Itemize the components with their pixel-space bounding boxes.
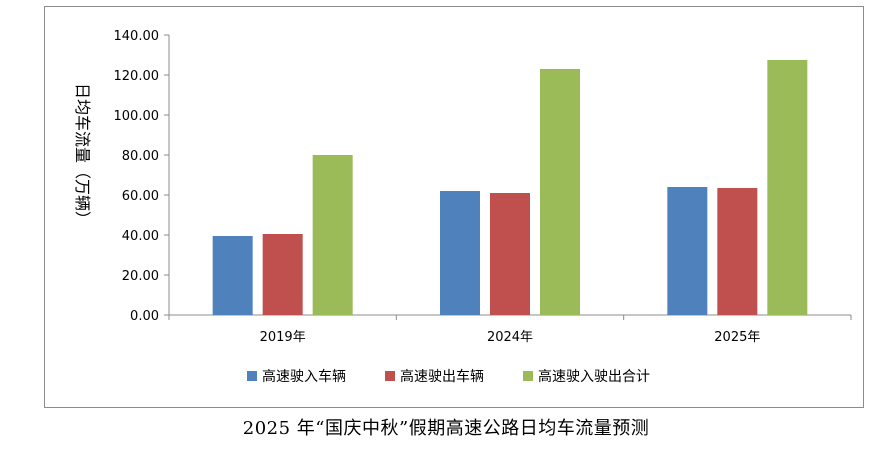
x-tick-label: 2019年 <box>260 330 306 345</box>
y-tick-label: 140.00 <box>114 29 160 44</box>
legend-label: 高速驶入驶出合计 <box>538 368 650 385</box>
y-tick-label: 120.00 <box>114 69 160 84</box>
y-tick-label: 40.00 <box>122 229 159 244</box>
bar-3-2 <box>540 69 580 315</box>
y-tick-label: 100.00 <box>114 109 160 124</box>
figure-caption: 2025 年“国庆中秋”假期高速公路日均车流量预测 <box>242 418 650 439</box>
y-tick-label: 80.00 <box>122 149 159 164</box>
legend-swatch <box>247 371 257 381</box>
y-axis-label: 日均车流量（万辆） <box>73 83 92 227</box>
chart-frame: 0.00 20.00 40.00 60.00 80.00 100.00 120.00 140.… <box>44 6 864 408</box>
bar-1-3 <box>667 187 708 315</box>
bar-2-3 <box>717 188 758 315</box>
x-tick-label: 2025年 <box>714 330 760 345</box>
bar-3-1 <box>312 155 353 315</box>
x-tick-label: 2024年 <box>487 330 533 345</box>
legend-swatch <box>385 371 395 381</box>
legend-label: 高速驶出车辆 <box>400 368 484 385</box>
bar-2-1 <box>262 234 303 315</box>
legend-swatch <box>523 371 533 381</box>
legend-label: 高速驶入车辆 <box>262 368 346 385</box>
y-tick-label: 20.00 <box>122 269 159 284</box>
y-tick-label: 0.00 <box>130 309 159 324</box>
bar-3-3 <box>767 60 808 315</box>
bar-1-1 <box>212 236 253 315</box>
bar-chart: 0.00 20.00 40.00 60.00 80.00 100.00 120.00 140.… <box>73 29 852 385</box>
y-tick-label: 60.00 <box>122 189 159 204</box>
bar-1-2 <box>440 191 480 315</box>
bar-2-2 <box>490 193 530 315</box>
